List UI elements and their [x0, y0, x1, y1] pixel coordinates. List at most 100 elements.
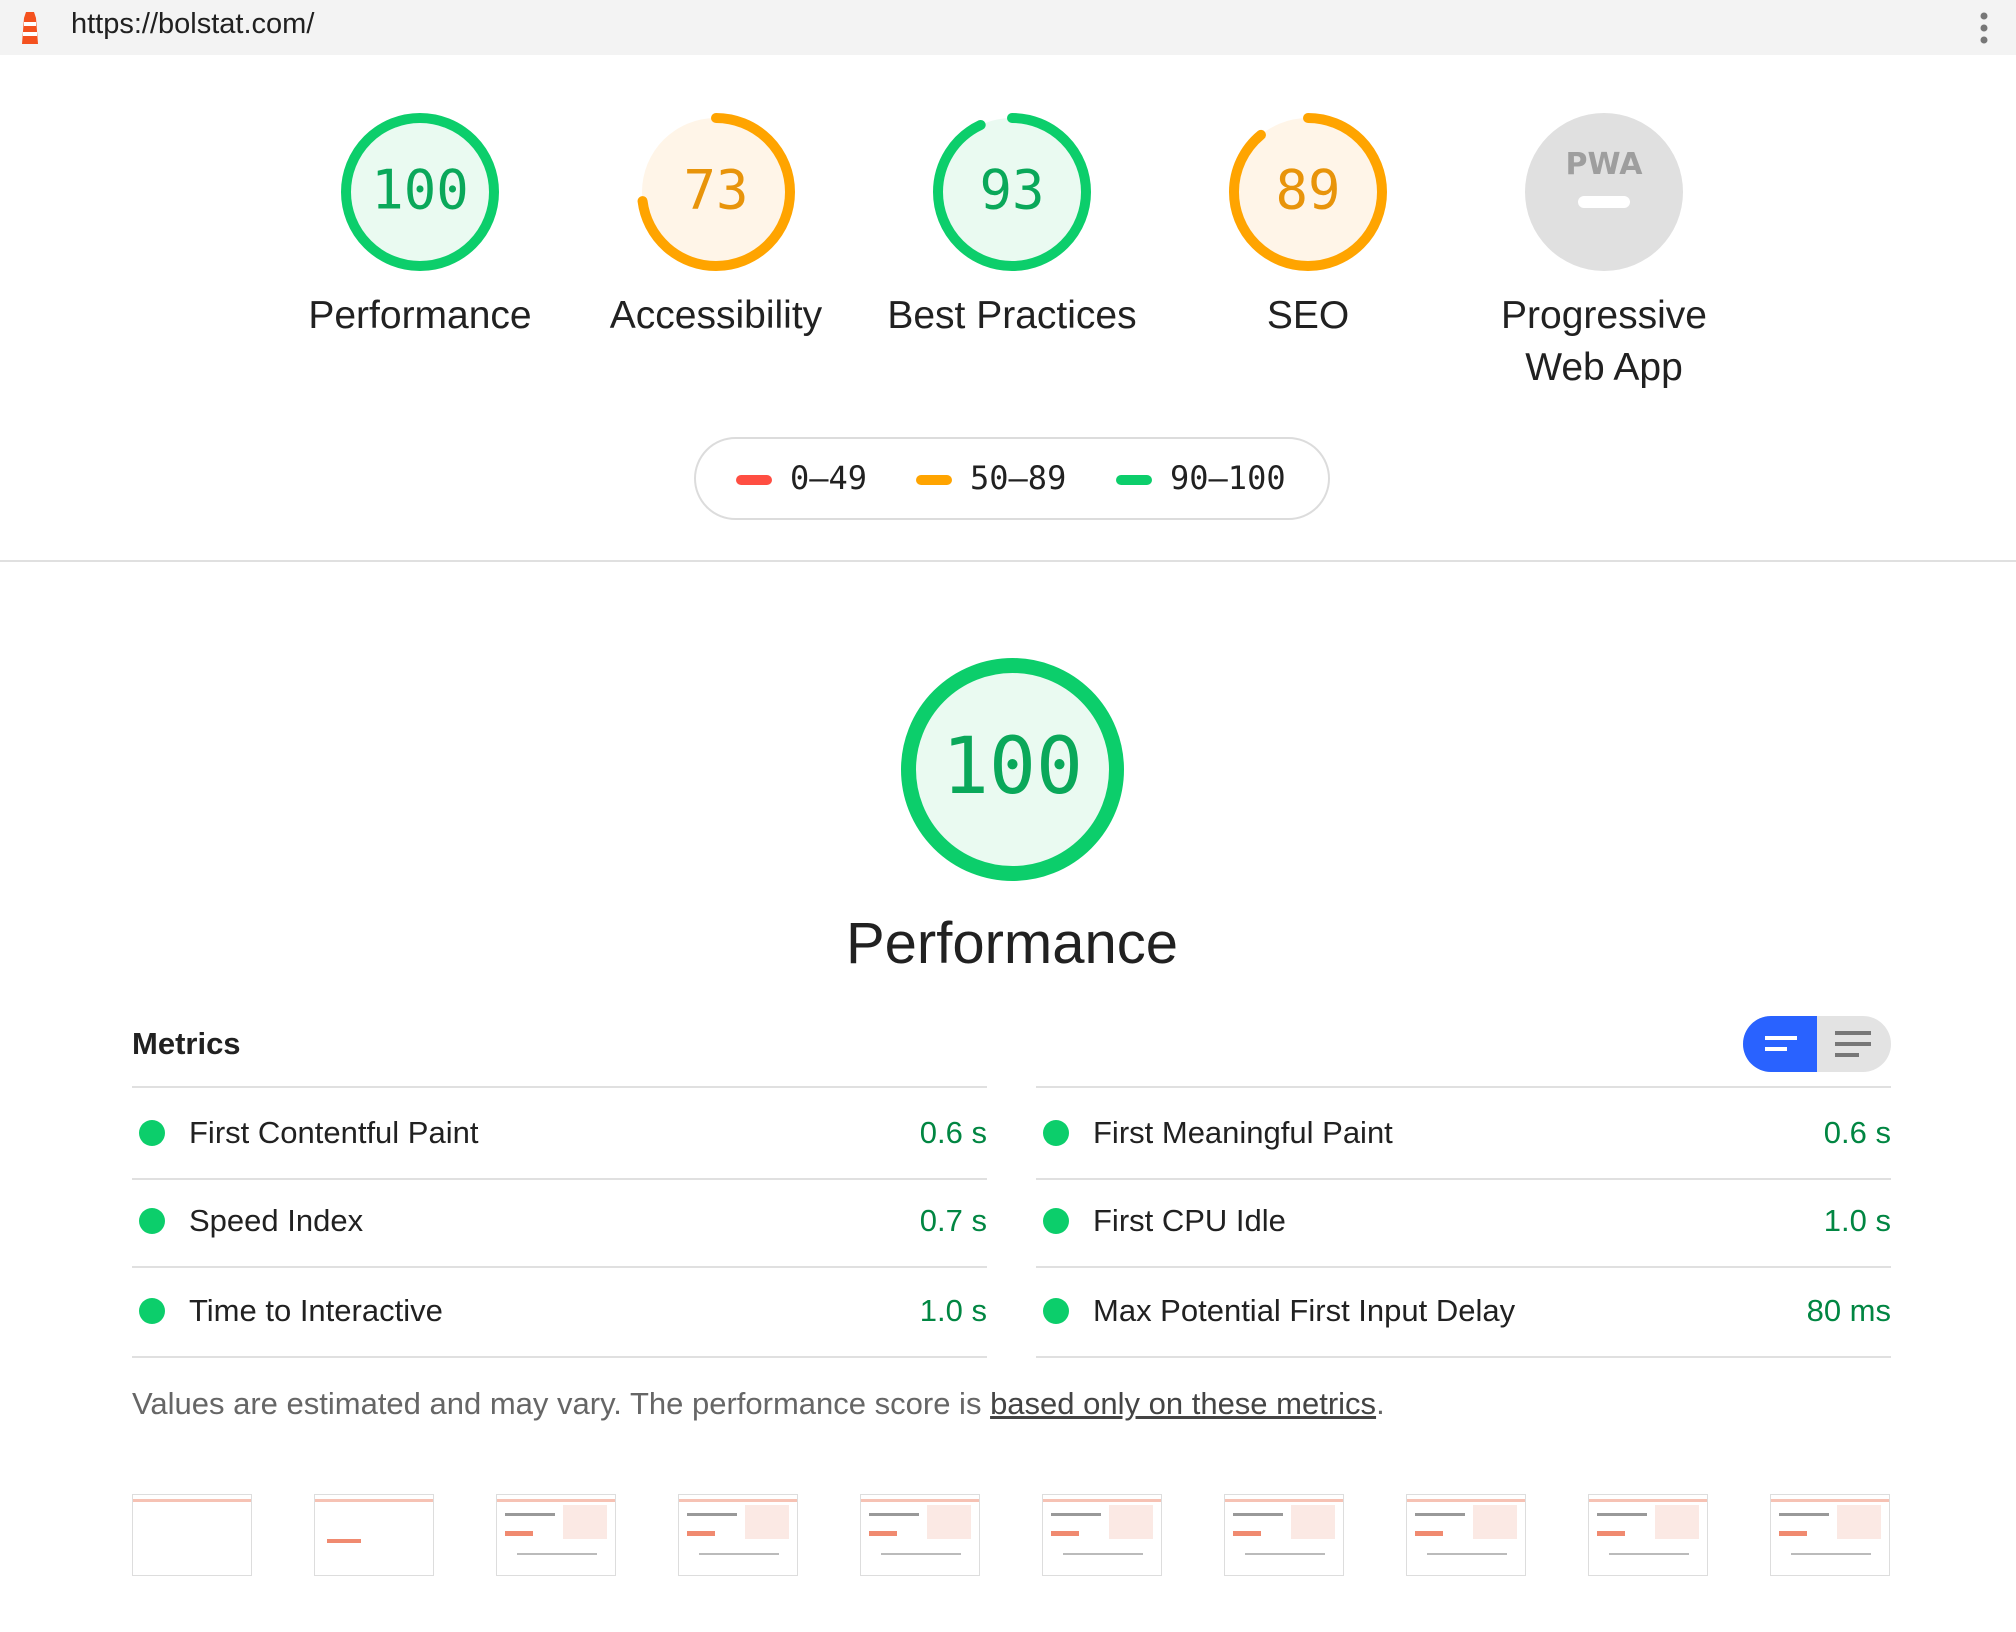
- metric-row: First Contentful Paint 0.6 s: [132, 1086, 987, 1180]
- metric-value: 1.0 s: [919, 1293, 987, 1328]
- frame-content: [1427, 1553, 1507, 1555]
- divider: [0, 560, 2016, 562]
- metric-value: 80 ms: [1806, 1293, 1891, 1328]
- frame-content: [1415, 1531, 1443, 1536]
- frame-bar: [315, 1499, 433, 1502]
- frame-content: [1245, 1553, 1325, 1555]
- gauge: 100: [341, 113, 499, 271]
- pwa-dash: [1578, 196, 1630, 208]
- filmstrip-frame: [314, 1494, 434, 1576]
- metric-value: 1.0 s: [1823, 1203, 1891, 1238]
- frame-bar: [1407, 1499, 1525, 1502]
- gauge-score: 100: [942, 721, 1083, 811]
- menu-button[interactable]: [1976, 8, 1992, 48]
- filmstrip-frame: [1224, 1494, 1344, 1576]
- frame-content: [1609, 1553, 1689, 1555]
- filmstrip-frame: [1042, 1494, 1162, 1576]
- legend-label: 50–89: [970, 459, 1067, 497]
- legend-swatch: [736, 475, 772, 485]
- url[interactable]: https://bolstat.com/: [71, 8, 315, 40]
- metric-dot: [1043, 1298, 1069, 1324]
- gauge: 73: [637, 113, 795, 271]
- gauge-label: SEO: [1266, 294, 1350, 337]
- gauge-score: 100: [371, 159, 469, 222]
- gauge-arc: [900, 657, 1124, 881]
- filmstrip-frame: [678, 1494, 798, 1576]
- frame-content: [563, 1505, 607, 1539]
- frame-content: [869, 1531, 897, 1536]
- frame-content: [1473, 1505, 1517, 1539]
- metric-dot: [139, 1208, 165, 1234]
- metric-dot: [1043, 1120, 1069, 1146]
- frame-content: [1233, 1513, 1283, 1516]
- frame-bar: [1225, 1499, 1343, 1502]
- frame-content: [1837, 1505, 1881, 1539]
- gauge-label: Best Practices: [887, 294, 1137, 337]
- metric-dot: [139, 1120, 165, 1146]
- gauge: PWA: [1525, 113, 1683, 271]
- note-text: Values are estimated and may vary. The p…: [132, 1386, 991, 1421]
- gauge-arc: [637, 113, 795, 271]
- metric-dot: [139, 1298, 165, 1324]
- frame-bar: [1589, 1499, 1707, 1502]
- metric-value: 0.6 s: [1823, 1115, 1891, 1150]
- filmstrip-frame: [860, 1494, 980, 1576]
- note-link[interactable]: based only on these metrics: [990, 1386, 1377, 1421]
- gauge: 100: [900, 657, 1124, 881]
- gauge: 89: [1229, 113, 1387, 271]
- gauge-bg: [1525, 113, 1683, 271]
- metric-label: First Contentful Paint: [189, 1115, 479, 1150]
- frame-content: [869, 1513, 919, 1516]
- gauge-score: 93: [979, 159, 1044, 222]
- frame-content: [881, 1553, 961, 1555]
- gauge-score: 89: [1275, 159, 1340, 222]
- metric-row: First CPU Idle 1.0 s: [1036, 1176, 1891, 1268]
- frame-content: [1051, 1531, 1079, 1536]
- gauge-label: Progressive Web App: [1501, 294, 1707, 389]
- metric-value: 0.6 s: [919, 1115, 987, 1150]
- frame-content: [1051, 1513, 1101, 1516]
- gauge-score: 73: [683, 159, 748, 222]
- gauge-bg: [346, 118, 494, 266]
- frame-content: [745, 1505, 789, 1539]
- frame-content: [699, 1553, 779, 1555]
- toggle-compact[interactable]: [1743, 1016, 1817, 1072]
- metric-label: Time to Interactive: [189, 1293, 443, 1328]
- toggle-expanded[interactable]: [1817, 1016, 1891, 1072]
- filmstrip-frame: [132, 1494, 252, 1576]
- frame-content: [327, 1539, 361, 1543]
- frame-content: [505, 1531, 533, 1536]
- frame-bar: [497, 1499, 615, 1502]
- frame-bar: [679, 1499, 797, 1502]
- filmstrip-frame: [1588, 1494, 1708, 1576]
- frame-content: [687, 1531, 715, 1536]
- frame-bar: [1043, 1499, 1161, 1502]
- legend-swatch: [1116, 475, 1152, 485]
- metric-label: First CPU Idle: [1093, 1203, 1286, 1238]
- filmstrip-frame: [1406, 1494, 1526, 1576]
- note-end: .: [1376, 1386, 1385, 1421]
- metric-dot: [1043, 1208, 1069, 1234]
- frame-content: [1233, 1531, 1261, 1536]
- frame-content: [687, 1513, 737, 1516]
- gauge: 93: [933, 113, 1091, 271]
- gauge-bg: [1234, 118, 1382, 266]
- metrics-heading: Metrics: [132, 1026, 241, 1061]
- frame-content: [1655, 1505, 1699, 1539]
- legend-label: 90–100: [1170, 459, 1286, 497]
- frame-content: [1597, 1513, 1647, 1516]
- frame-bar: [861, 1499, 979, 1502]
- browser-bar: https://bolstat.com/: [0, 0, 2016, 55]
- frame-content: [1779, 1513, 1829, 1516]
- gauge-arc: [341, 113, 499, 271]
- note: Values are estimated and may vary. The p…: [132, 1386, 1385, 1422]
- gauge-bg: [642, 118, 790, 266]
- gauge-bg: [908, 665, 1116, 873]
- frame-bar: [1771, 1499, 1889, 1502]
- lighthouse-icon: [22, 12, 38, 44]
- frame-content: [927, 1505, 971, 1539]
- frame-content: [1791, 1553, 1871, 1555]
- frame-content: [1597, 1531, 1625, 1536]
